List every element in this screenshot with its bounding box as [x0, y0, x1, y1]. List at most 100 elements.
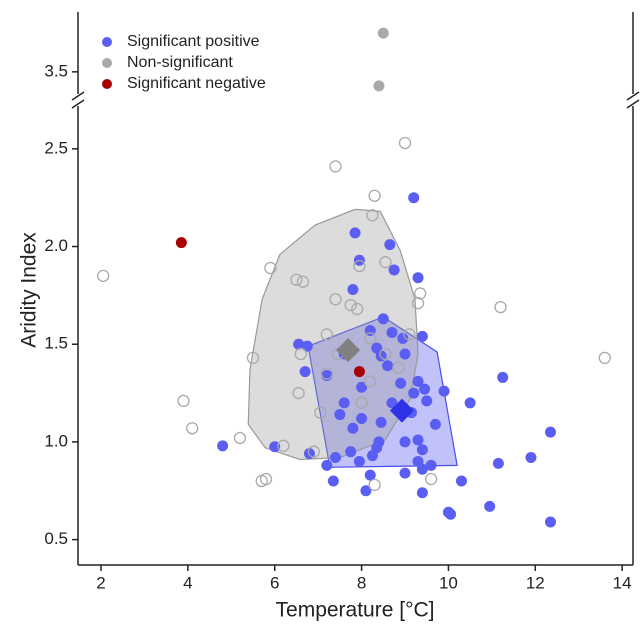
point	[320, 367, 333, 380]
point	[399, 467, 411, 479]
point	[386, 327, 398, 338]
point	[345, 446, 357, 458]
point	[366, 450, 378, 462]
point	[388, 264, 400, 276]
y-tick-label: 2.5	[44, 138, 68, 157]
y-tick-label: 0.5	[44, 529, 68, 548]
point	[321, 459, 333, 471]
point	[598, 351, 611, 365]
point	[314, 406, 327, 419]
point	[429, 418, 441, 430]
point	[492, 457, 504, 469]
point	[411, 297, 425, 310]
point	[419, 383, 431, 395]
point	[364, 332, 377, 345]
point	[330, 452, 342, 464]
point	[217, 440, 229, 452]
legend-marker	[102, 37, 112, 47]
point	[397, 332, 409, 344]
point	[356, 381, 368, 393]
point	[177, 394, 190, 408]
point	[307, 445, 320, 458]
point	[356, 412, 368, 424]
break-mark	[626, 99, 640, 109]
point	[264, 261, 277, 275]
point	[379, 256, 392, 269]
point	[425, 459, 437, 471]
break-mark	[71, 91, 85, 101]
point	[386, 397, 398, 409]
legend-label: Non-significant	[127, 54, 233, 71]
point	[338, 397, 350, 409]
x-axis-label: Temperature [°C]	[276, 599, 435, 622]
point	[293, 338, 305, 350]
point	[377, 27, 389, 39]
centroid	[336, 338, 361, 363]
break-mark	[71, 99, 85, 109]
point	[544, 516, 556, 528]
point	[347, 284, 359, 296]
point	[347, 422, 359, 434]
x-tick-label: 6	[270, 573, 279, 592]
y-tick-label: 2.0	[44, 236, 68, 255]
x-tick-label: 10	[439, 573, 458, 592]
point	[403, 328, 416, 341]
point	[353, 366, 365, 378]
point	[455, 475, 467, 487]
point	[246, 351, 260, 365]
point	[392, 361, 405, 374]
y-tick-label: 1.5	[44, 334, 68, 353]
point	[327, 475, 339, 487]
point	[399, 436, 411, 448]
point	[366, 209, 379, 222]
point	[416, 487, 428, 499]
point	[355, 396, 368, 409]
point	[353, 259, 366, 273]
point	[497, 371, 509, 383]
point	[290, 273, 303, 286]
point	[544, 426, 556, 438]
point	[414, 287, 427, 300]
point	[329, 293, 342, 306]
point	[233, 431, 247, 445]
point	[375, 416, 387, 428]
point	[384, 239, 396, 251]
point	[334, 409, 346, 421]
y-tick-label: 3.5	[44, 61, 68, 80]
point	[186, 422, 199, 435]
point	[484, 500, 496, 512]
point	[412, 375, 424, 387]
point	[299, 366, 311, 378]
point	[525, 452, 537, 464]
x-tick-label: 4	[183, 573, 192, 592]
point	[351, 302, 364, 316]
point	[364, 375, 377, 388]
point	[269, 441, 281, 453]
point	[416, 444, 428, 456]
point	[382, 360, 394, 372]
point	[464, 397, 476, 409]
y-axis-label: Aridity Index	[18, 232, 41, 348]
point	[292, 386, 305, 400]
point	[329, 160, 342, 173]
legend-marker	[102, 79, 112, 89]
point	[353, 455, 365, 467]
point	[294, 347, 307, 361]
point	[379, 347, 392, 361]
x-tick-label: 12	[526, 573, 545, 592]
break-mark	[626, 91, 640, 101]
centroid	[389, 398, 414, 423]
point	[301, 340, 313, 352]
point	[277, 439, 290, 452]
point	[445, 508, 457, 520]
point	[364, 469, 376, 481]
point	[416, 463, 428, 475]
hull	[247, 208, 419, 461]
point	[421, 395, 433, 407]
axes	[71, 12, 640, 566]
point	[175, 237, 187, 249]
legend-marker	[102, 58, 112, 68]
x-tick-label: 2	[96, 573, 105, 592]
